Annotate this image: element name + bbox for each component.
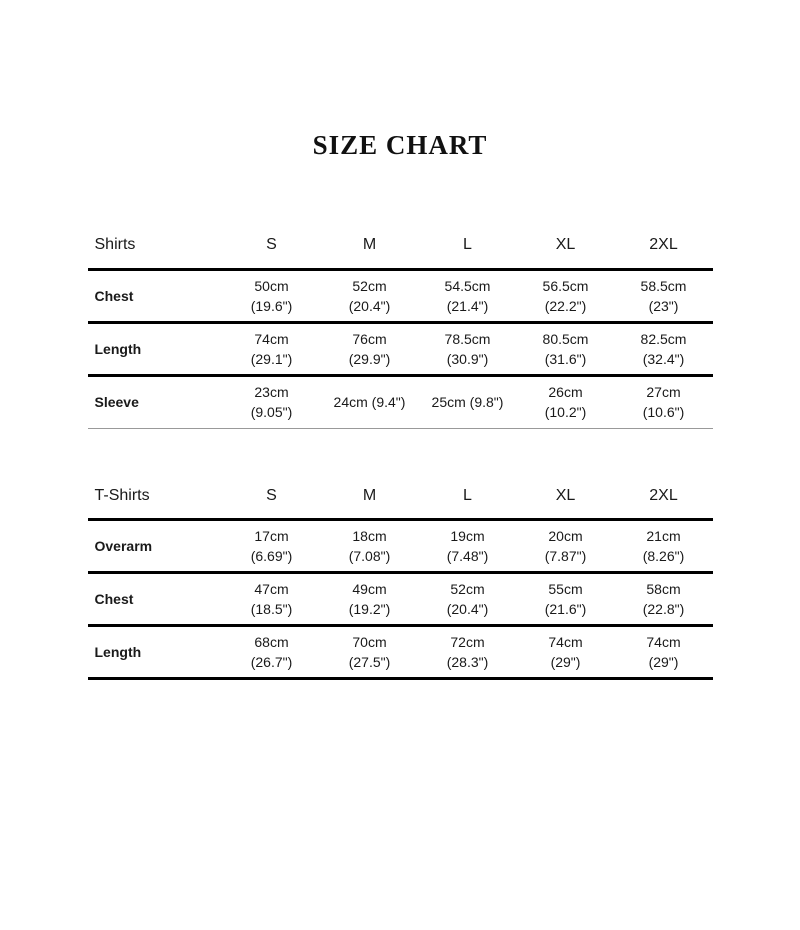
tshirts-column-header-m: M (362, 486, 377, 504)
table-row: Chest 47cm (18.5") 49cm (19.2") 52cm (20… (87, 573, 713, 626)
size-cell: 55cm (21.6") (544, 581, 587, 617)
size-cell: 27cm (10.6") (642, 384, 685, 420)
size-cell: 74cm (29.1") (250, 330, 293, 367)
size-cell: 58cm (22.8") (642, 581, 685, 617)
size-cell: 82.5cm (32.4") (640, 330, 687, 367)
shirts-column-header-2xl: 2XL (649, 236, 678, 254)
size-cell: 26cm (10.2") (544, 384, 587, 420)
size-cell: 17cm (6.69") (250, 528, 293, 564)
size-cell: 68cm (26.7") (250, 634, 293, 670)
size-cell: 24cm (9.4") (333, 394, 406, 410)
size-cell: 52cm (20.4") (446, 581, 489, 617)
row-label: Sleeve (94, 394, 139, 410)
tshirts-column-header-l: L (463, 486, 472, 504)
size-cell: 52cm (20.4") (348, 277, 391, 314)
shirts-size-table: Shirts S M L XL 2XL Chest 50cm (19.6") 5… (87, 223, 713, 429)
tshirts-column-header-xl: XL (555, 486, 576, 504)
shirts-column-header-xl: XL (555, 236, 576, 254)
size-cell: 72cm (28.3") (446, 634, 489, 670)
page-title: SIZE CHART (312, 130, 488, 160)
size-chart-page: SIZE CHART Shirts S M L XL 2XL Chest 50c… (0, 130, 800, 930)
table-row: Overarm 17cm (6.69") 18cm (7.08") 19cm (… (87, 520, 713, 573)
table-row: Chest 50cm (19.6") 52cm (20.4") 54.5cm (… (87, 269, 713, 322)
tshirts-header-row: T-Shirts S M L XL 2XL (87, 474, 713, 520)
tshirts-table-label: T-Shirts (94, 486, 150, 504)
size-cell: 49cm (19.2") (348, 581, 391, 617)
size-cell: 80.5cm (31.6") (542, 330, 589, 367)
size-cell: 78.5cm (30.9") (444, 330, 491, 367)
size-cell: 50cm (19.6") (250, 277, 293, 314)
size-cell: 58.5cm (23") (640, 277, 687, 314)
size-cell: 19cm (7.48") (446, 528, 489, 564)
row-label: Chest (94, 591, 134, 607)
size-cell: 74cm (29") (548, 634, 583, 670)
table-row: Length 68cm (26.7") 70cm (27.5") 72cm (2… (87, 626, 713, 679)
table-row: Sleeve 23cm (9.05") 24cm (9.4") 25cm (9.… (87, 375, 713, 428)
row-label: Overarm (94, 538, 153, 554)
tshirts-column-header-2xl: 2XL (649, 486, 678, 504)
size-cell: 47cm (18.5") (250, 581, 293, 617)
size-cell: 25cm (9.8") (431, 394, 504, 410)
row-label: Length (94, 340, 142, 357)
shirts-table-label: Shirts (94, 236, 136, 254)
size-cell: 54.5cm (21.4") (444, 277, 491, 314)
size-cell: 56.5cm (22.2") (542, 277, 589, 314)
row-label: Chest (94, 287, 134, 304)
tshirts-column-header-s: S (266, 486, 277, 504)
size-cell: 76cm (29.9") (348, 330, 391, 367)
shirts-column-header-s: S (266, 236, 277, 254)
size-cell: 74cm (29") (646, 634, 681, 670)
size-cell: 18cm (7.08") (348, 528, 391, 564)
table-row: Length 74cm (29.1") 76cm (29.9") 78.5cm … (87, 322, 713, 375)
shirts-column-header-m: M (362, 236, 377, 254)
size-cell: 21cm (8.26") (642, 528, 685, 564)
size-cell: 20cm (7.87") (544, 528, 587, 564)
size-cell: 23cm (9.05") (250, 384, 293, 420)
row-label: Length (94, 644, 142, 660)
shirts-header-row: Shirts S M L XL 2XL (87, 223, 713, 269)
shirts-column-header-l: L (463, 236, 472, 254)
tshirts-size-table: T-Shirts S M L XL 2XL Overarm 17cm (6.69… (87, 474, 713, 681)
size-cell: 70cm (27.5") (348, 634, 391, 670)
